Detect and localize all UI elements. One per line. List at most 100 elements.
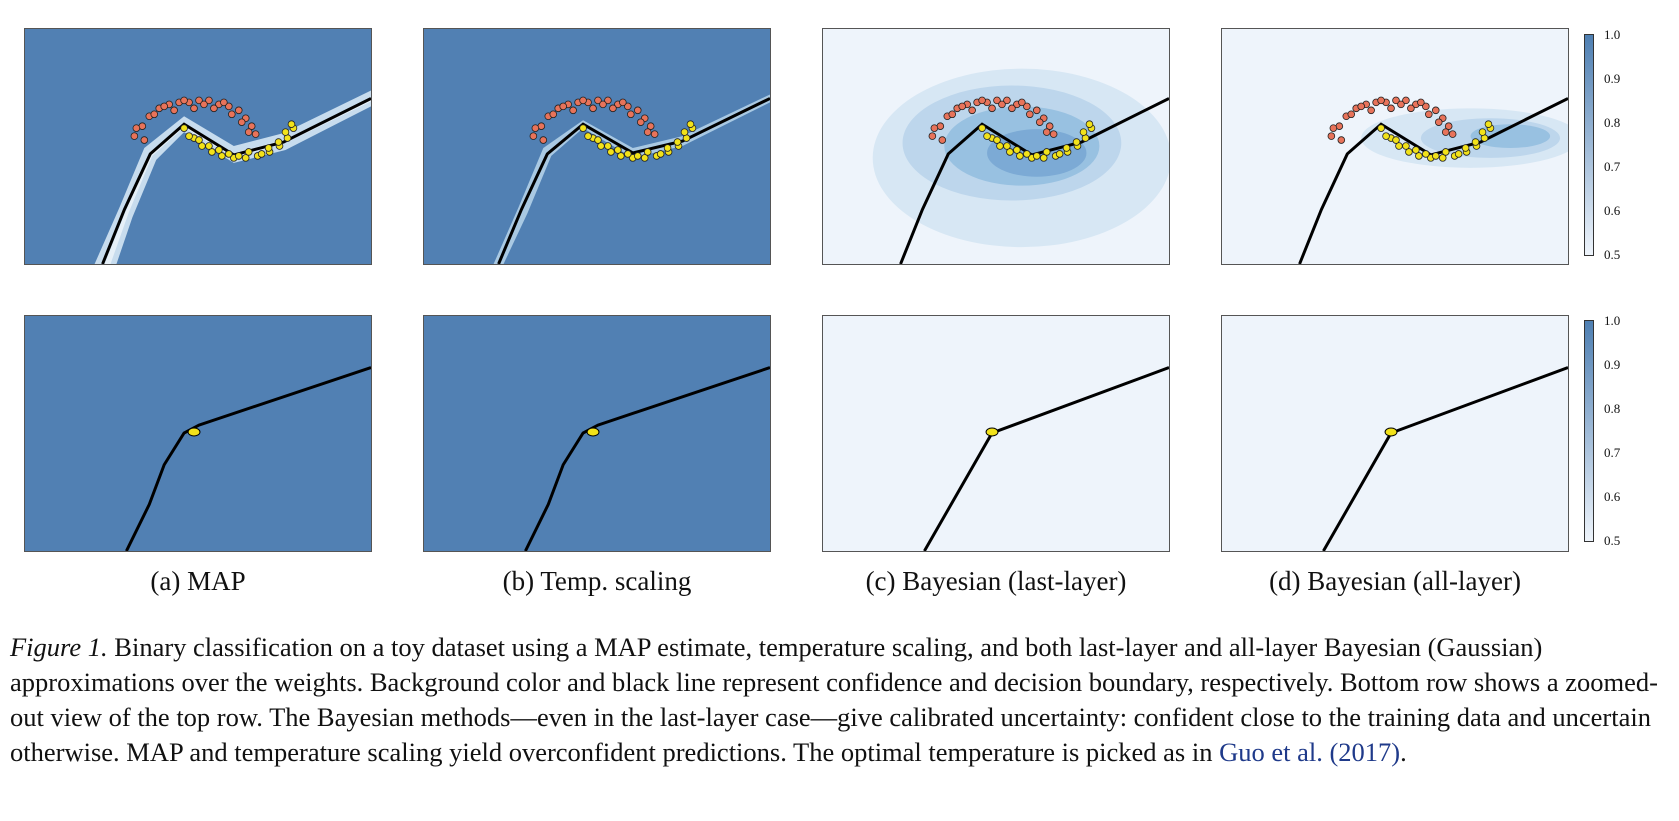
panel-c-top bbox=[822, 28, 1170, 265]
point-class0 bbox=[244, 128, 253, 136]
point-class1 bbox=[1042, 148, 1051, 156]
panel-b-top bbox=[423, 28, 771, 265]
point-class1 bbox=[257, 150, 266, 158]
point-class1 bbox=[1461, 144, 1470, 152]
point-class1 bbox=[1478, 128, 1487, 136]
point-class0 bbox=[589, 104, 597, 113]
point-class0 bbox=[559, 102, 567, 111]
point-class0 bbox=[220, 98, 228, 107]
point-class1 bbox=[180, 124, 188, 132]
point-class0 bbox=[1357, 102, 1365, 111]
point-class0 bbox=[1407, 104, 1415, 113]
point-class0 bbox=[1367, 106, 1375, 115]
citation-link[interactable]: Guo et al. (2017) bbox=[1219, 737, 1401, 767]
colorbar-bottom bbox=[1584, 320, 1594, 542]
point-class0 bbox=[180, 96, 188, 105]
point-class1 bbox=[218, 152, 226, 160]
point-class0 bbox=[1018, 98, 1026, 107]
point-class0 bbox=[1008, 104, 1016, 113]
point-class1 bbox=[185, 132, 193, 140]
point-class0 bbox=[1387, 104, 1395, 113]
point-class0 bbox=[1392, 96, 1400, 105]
cbar-bottom-tick-0.9: 0.9 bbox=[1604, 357, 1621, 372]
point-class0 bbox=[531, 124, 540, 132]
point-class0 bbox=[1023, 102, 1031, 111]
point-class0 bbox=[650, 130, 659, 138]
point-class1 bbox=[604, 142, 612, 150]
panel-d-top bbox=[1221, 28, 1569, 265]
point-class0 bbox=[1448, 130, 1457, 138]
point-class1 bbox=[244, 148, 253, 156]
point-class1 bbox=[663, 144, 672, 152]
point-class0 bbox=[1003, 96, 1011, 105]
point-class0 bbox=[200, 100, 208, 109]
point-class0 bbox=[569, 106, 577, 115]
data-cluster bbox=[985, 427, 999, 437]
subcaption-a: (a) MAP bbox=[150, 566, 246, 596]
point-class1 bbox=[287, 120, 296, 128]
point-class0 bbox=[234, 106, 243, 115]
point-class1 bbox=[624, 150, 632, 158]
point-class1 bbox=[1441, 148, 1450, 156]
panel-a-top bbox=[24, 28, 372, 265]
point-class1 bbox=[1085, 120, 1094, 128]
point-class1 bbox=[1392, 136, 1400, 144]
point-class0 bbox=[1397, 100, 1405, 109]
point-class1 bbox=[617, 152, 625, 160]
point-class0 bbox=[150, 110, 159, 119]
panel-b-bottom bbox=[423, 315, 771, 552]
point-class0 bbox=[599, 100, 607, 109]
data-cluster bbox=[187, 427, 201, 437]
point-class0 bbox=[1327, 132, 1336, 140]
cbar-top-tick-0.6: 0.6 bbox=[1604, 203, 1621, 218]
point-class0 bbox=[1422, 102, 1430, 111]
point-class1 bbox=[1422, 150, 1430, 158]
point-class1 bbox=[215, 146, 223, 154]
point-class1 bbox=[1377, 124, 1385, 132]
point-class0 bbox=[993, 96, 1001, 105]
point-class0 bbox=[1032, 106, 1041, 115]
point-class1 bbox=[195, 136, 203, 144]
point-class0 bbox=[1417, 98, 1425, 107]
point-class1 bbox=[1382, 132, 1390, 140]
cbar-top-tick-1.0: 1.0 bbox=[1604, 27, 1621, 42]
point-class0 bbox=[225, 102, 233, 111]
point-class0 bbox=[1402, 96, 1410, 105]
point-class0 bbox=[998, 100, 1006, 109]
point-class0 bbox=[988, 104, 996, 113]
point-class1 bbox=[673, 138, 682, 146]
cbar-bottom-tick-0.7: 0.7 bbox=[1604, 445, 1621, 460]
point-class1 bbox=[1438, 154, 1447, 162]
cbar-bottom-tick-0.6: 0.6 bbox=[1604, 489, 1621, 504]
point-class1 bbox=[1032, 152, 1041, 160]
point-class0 bbox=[1049, 130, 1058, 138]
point-class1 bbox=[643, 148, 652, 156]
figure-label: Figure 1. bbox=[10, 632, 108, 662]
point-class0 bbox=[132, 124, 141, 132]
point-class0 bbox=[646, 122, 655, 130]
point-class1 bbox=[234, 152, 243, 160]
data-cluster bbox=[1384, 427, 1398, 437]
point-class0 bbox=[228, 110, 236, 119]
point-class0 bbox=[978, 96, 986, 105]
point-class0 bbox=[643, 128, 652, 136]
point-class1 bbox=[584, 132, 592, 140]
point-class0 bbox=[1441, 128, 1450, 136]
point-class1 bbox=[1454, 150, 1463, 158]
point-class0 bbox=[1329, 124, 1338, 132]
point-class0 bbox=[1035, 118, 1044, 126]
point-class0 bbox=[140, 136, 149, 144]
cbar-top-tick-0.7: 0.7 bbox=[1604, 159, 1621, 174]
point-class0 bbox=[549, 110, 558, 119]
subcaption-b: (b) Temp. scaling bbox=[502, 566, 692, 596]
point-class1 bbox=[1415, 152, 1423, 160]
point-class1 bbox=[983, 132, 991, 140]
point-class1 bbox=[1062, 144, 1071, 152]
point-class0 bbox=[958, 102, 966, 111]
point-class0 bbox=[539, 136, 548, 144]
point-class1 bbox=[1431, 152, 1440, 160]
data-cluster bbox=[586, 427, 600, 437]
point-class1 bbox=[978, 124, 986, 132]
colorbar-top bbox=[1584, 34, 1594, 256]
point-class0 bbox=[619, 98, 627, 107]
